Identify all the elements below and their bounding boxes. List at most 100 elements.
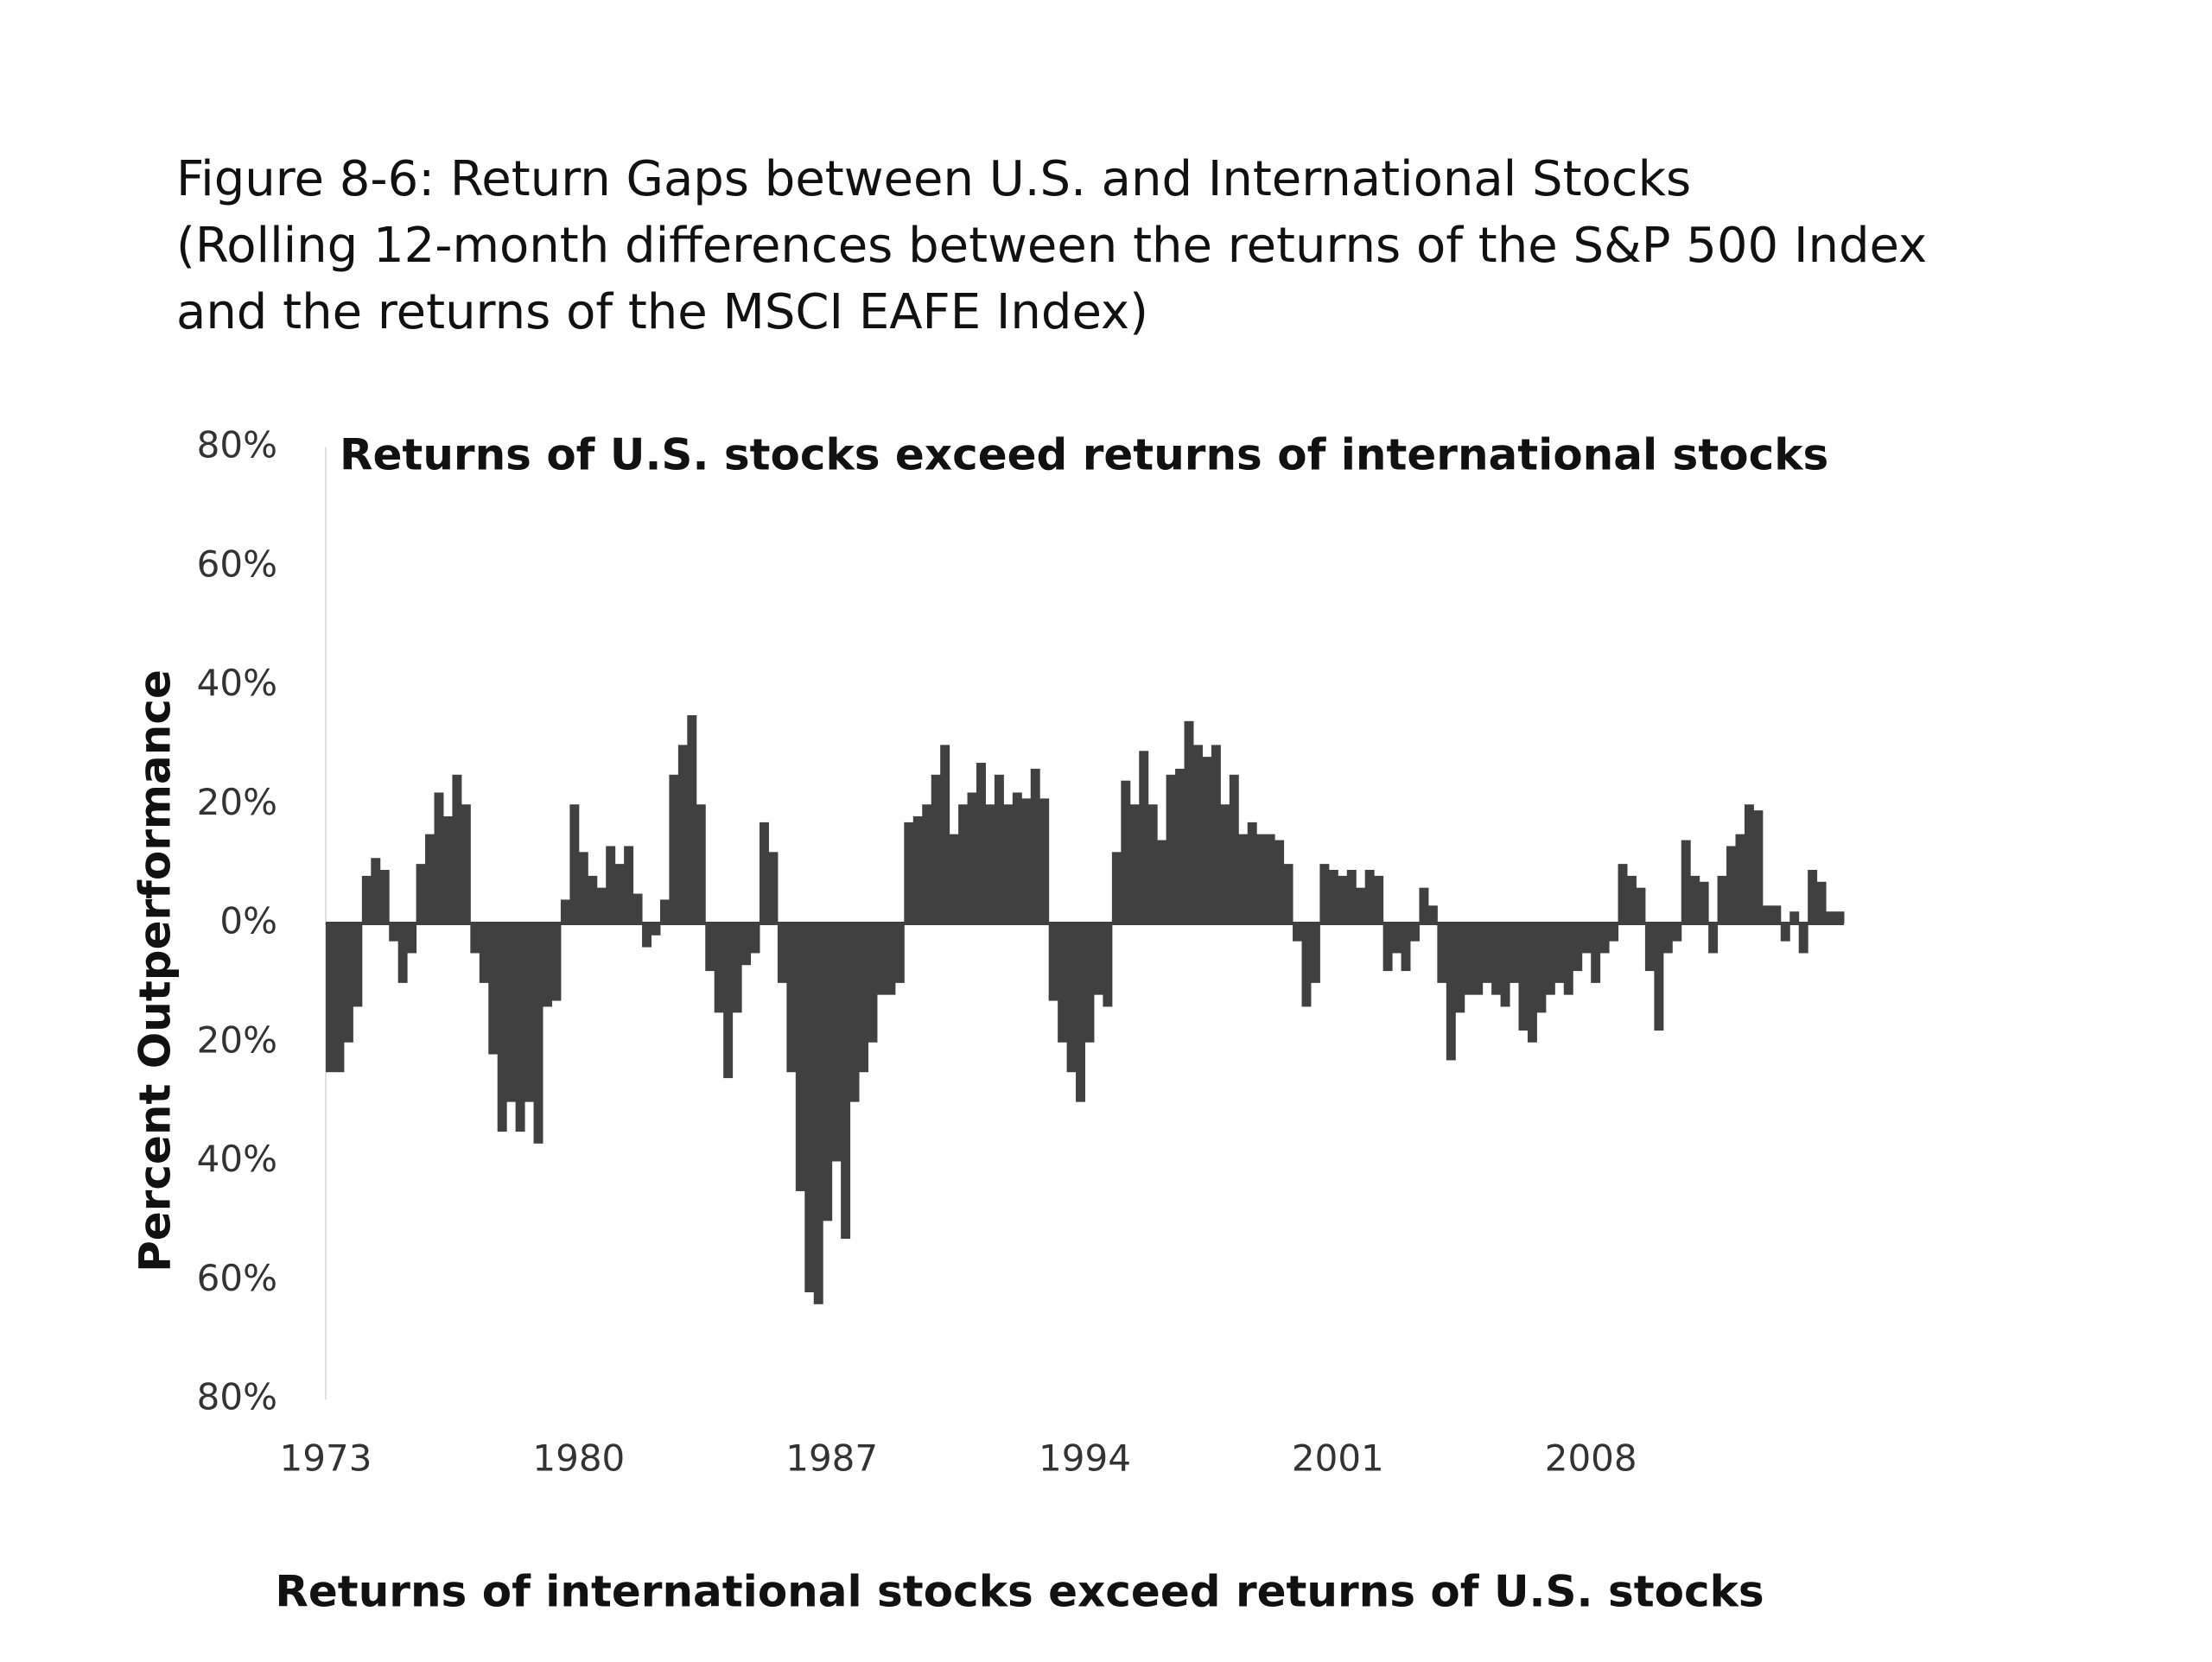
bar [1609, 923, 1619, 942]
bar [442, 816, 453, 923]
bar [470, 923, 480, 954]
bar [1364, 870, 1375, 923]
bar [687, 714, 697, 923]
bar [588, 875, 598, 923]
bar [1644, 923, 1655, 972]
chart-subtitle: (Rolling 12-month differences between th… [176, 218, 1927, 274]
bar [1554, 923, 1565, 983]
bar [1636, 887, 1646, 923]
x-tick-label: 1994 [1039, 1437, 1131, 1480]
bar [1401, 923, 1411, 972]
bar [967, 792, 977, 923]
bar [1211, 745, 1221, 923]
bar [1274, 840, 1285, 923]
bar [1834, 911, 1845, 923]
bar [1518, 923, 1529, 1031]
bar [741, 923, 752, 966]
bar [452, 774, 462, 923]
bar [1744, 804, 1754, 923]
bar [506, 923, 517, 1102]
bar [949, 834, 959, 923]
bar [1293, 923, 1302, 942]
bar [876, 923, 887, 995]
bar [632, 893, 643, 923]
bar [1121, 780, 1131, 923]
bar [786, 923, 797, 1073]
bar [1048, 923, 1058, 1001]
bar [1826, 911, 1836, 923]
x-tick-label: 1980 [532, 1437, 625, 1480]
y-axis-title: Percent Outperformance [130, 669, 181, 1272]
bar [1129, 804, 1140, 923]
bar [1238, 834, 1249, 923]
bar [1627, 875, 1637, 923]
annotation: Returns of international stocks exceed r… [275, 1567, 1764, 1617]
bar [1247, 821, 1257, 923]
bar [1427, 905, 1438, 923]
bar [1780, 923, 1790, 942]
bar [886, 923, 896, 995]
chart-title: Figure 8-6: Return Gaps between U.S. and… [176, 151, 1691, 207]
bar [1066, 923, 1077, 1073]
bar [1012, 792, 1022, 923]
bar [922, 804, 932, 923]
bar [1283, 864, 1294, 923]
bar [659, 899, 670, 923]
bar [1346, 870, 1357, 923]
bar [1563, 923, 1573, 995]
bar [1229, 774, 1239, 923]
bar [560, 899, 570, 923]
bar [461, 804, 471, 923]
bar [1030, 768, 1040, 923]
bar [1789, 911, 1800, 923]
bar [1328, 870, 1338, 923]
bar [551, 923, 562, 1001]
bar [1762, 905, 1772, 923]
bar [543, 923, 552, 1007]
bar [1681, 840, 1691, 923]
bar [343, 923, 353, 1043]
bar [651, 923, 661, 936]
bar [326, 923, 335, 1073]
bar [1699, 881, 1709, 923]
bar [1527, 923, 1537, 1043]
y-tick-label: 60% [197, 1257, 277, 1299]
bar [958, 804, 969, 923]
bar [1256, 834, 1267, 923]
bar [1301, 923, 1312, 1007]
bar [1374, 875, 1384, 923]
bar [1753, 810, 1764, 923]
bar [1392, 923, 1402, 954]
chart-subtitle: and the returns of the MSCI EAFE Index) [176, 284, 1148, 340]
bar [334, 923, 345, 1073]
bar [1076, 923, 1085, 1102]
bar [1491, 923, 1502, 995]
bar [524, 923, 535, 1102]
bar [912, 816, 923, 923]
bar [497, 923, 507, 1132]
bar [985, 804, 995, 923]
bar [624, 846, 634, 923]
bar [1618, 864, 1628, 923]
bar [569, 804, 580, 923]
bar [1166, 774, 1176, 923]
bar [777, 923, 787, 983]
bar [760, 821, 769, 923]
bar [1708, 923, 1719, 954]
bar [642, 923, 652, 948]
bar [434, 792, 444, 923]
bar [1111, 852, 1122, 923]
y-tick-label: 20% [197, 1018, 277, 1061]
bar [750, 923, 760, 954]
bar [795, 923, 805, 1191]
x-tick-label: 2008 [1545, 1437, 1637, 1480]
x-tick-label: 1973 [280, 1437, 372, 1480]
bar [931, 774, 941, 923]
bar [1599, 923, 1610, 954]
bar [1446, 923, 1456, 1061]
y-tick-label: 40% [197, 1138, 277, 1180]
bar [1003, 804, 1014, 923]
bar [1510, 923, 1519, 983]
bar [606, 846, 616, 923]
